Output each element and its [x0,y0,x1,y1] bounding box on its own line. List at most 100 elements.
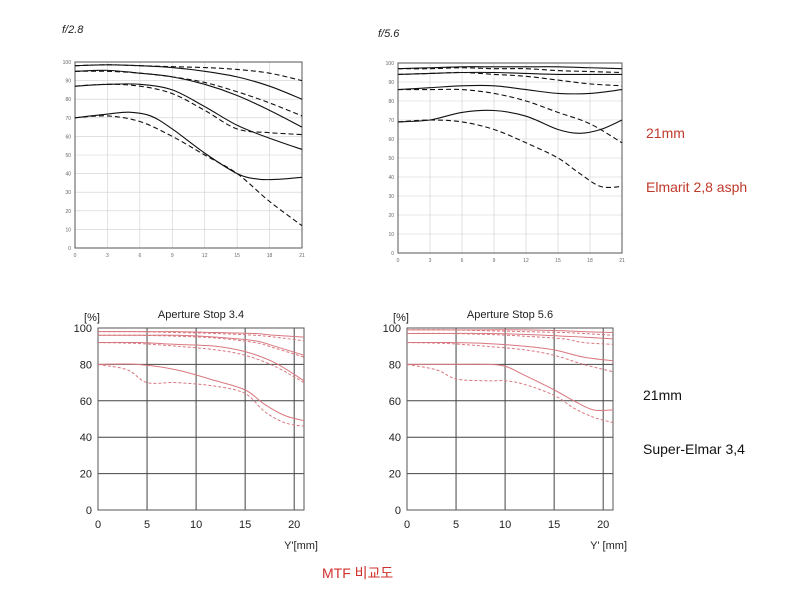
chart-1-title: f/2.8 [62,24,84,36]
y-tick-label: 20 [80,469,92,481]
mtf-series-line-8-dashed [397,119,623,189]
y-tick-label: 0 [391,251,394,257]
y-tick-label: 20 [388,213,394,219]
x-tick-label: 0 [404,519,410,531]
plot-frame [97,327,305,511]
y-tick-label: 0 [395,505,401,517]
mtf-series-line-7-solid [397,109,623,134]
y-tick-label: 90 [388,80,394,86]
superelmar-focal-length: 21mm [643,387,682,403]
plot-frame [397,62,623,254]
superelmar-lens-name: Super-Elmar 3,4 [643,441,745,457]
x-tick-label: 15 [548,519,560,531]
y-tick-label: 10 [388,232,394,238]
x-tick-label: 6 [461,258,464,264]
y-tick-label: 100 [63,60,72,66]
x-axis-label: Y'[mm] [284,540,318,552]
x-tick-label: 21 [619,258,625,264]
mtf-series-line-5-solid [97,341,305,382]
y-tick-label: 0 [68,246,71,252]
mtf-series-line-4-dashed [97,334,305,358]
mtf-series-line-3-solid [98,334,305,356]
elmarit-lens-name: Elmarit 2,8 asph [646,179,748,195]
y-tick-label: 40 [80,432,92,444]
x-tick-label: 9 [493,258,496,264]
mtf-series-line-7-solid [74,111,303,181]
mtf-series-line-4-dashed [406,332,614,345]
y-tick-label: 80 [388,99,394,105]
y-tick-label: 100 [74,323,92,335]
y-tick-label: 50 [388,156,394,162]
chart-title: Aperture Stop 3.4 [158,309,244,321]
mtf-series-line-6-dashed [398,88,623,144]
y-tick-label: 40 [389,432,401,444]
x-axis-label: Y' [mm] [590,540,627,552]
x-tick-label: 6 [138,253,141,259]
y-tick-label: 60 [389,396,401,408]
mtf-series-line-6-dashed [406,342,614,373]
grid [406,327,613,511]
chart-title: Aperture Stop 5.6 [467,309,553,321]
x-tick-label: 5 [453,519,459,531]
x-tick-label: 15 [555,258,561,264]
y-tick-label: 50 [65,153,71,159]
y-axis-label: [%] [84,312,100,324]
y-tick-label: 90 [65,79,71,85]
mtf-series-line-2-dashed [397,67,623,74]
y-tick-label: 60 [80,396,92,408]
mtf-series-line-4-dashed [397,71,623,87]
mtf-series-line-7-solid [97,363,305,422]
mtf-series-line-1-solid [407,329,614,334]
y-tick-label: 30 [65,190,71,196]
mtf-series-line-5-solid [397,84,623,95]
y-tick-label: 70 [65,116,71,122]
y-tick-label: 80 [389,359,401,371]
plot-frame [74,61,303,249]
x-tick-label: 20 [597,519,609,531]
mtf-series-line-2-dashed [97,331,305,342]
y-tick-label: 30 [388,194,394,200]
mtf-series-line-8-dashed [74,115,303,227]
y-axis-label: [%] [393,312,409,324]
x-tick-label: 3 [106,253,109,259]
mtf-series-line-8-dashed [406,363,614,424]
mtf-series-line-1-solid [98,331,305,338]
x-tick-label: 12 [202,253,208,259]
x-tick-label: 0 [95,519,101,531]
elmarit-focal-length: 21mm [646,125,685,141]
y-tick-label: 80 [80,359,92,371]
x-tick-label: 20 [288,519,300,531]
x-tick-label: 10 [499,519,511,531]
mtf-series-line-6-dashed [74,83,303,136]
mtf-series-line-8-dashed [97,363,305,427]
y-tick-label: 40 [388,175,394,181]
mtf-series-line-5-solid [406,341,614,362]
x-tick-label: 9 [171,253,174,259]
x-tick-label: 18 [587,258,593,264]
x-tick-label: 5 [144,519,150,531]
x-tick-label: 0 [74,253,77,259]
x-tick-label: 18 [267,253,273,259]
mtf-series-line-3-solid [407,332,614,340]
mtf-series-line-4-dashed [74,70,303,117]
mtf-series-line-1-solid [397,66,623,70]
mtf-series-line-2-dashed [406,329,614,336]
y-tick-label: 40 [65,172,71,178]
x-tick-label: 10 [190,519,202,531]
superelmar-label: 21mm Super-Elmar 3,4 [643,350,745,476]
y-tick-label: 80 [65,97,71,103]
y-tick-label: 70 [388,118,394,124]
mtf-series-line-6-dashed [97,342,305,384]
mtf-comparison-caption: MTF 비교도 [322,565,394,581]
elmarit-label: 21mm Elmarit 2,8 asph [646,88,747,214]
y-tick-label: 0 [86,505,92,517]
mtf-series-line-3-solid [74,69,303,128]
mtf-series-line-2-dashed [74,64,303,82]
x-tick-label: 15 [239,519,251,531]
x-tick-label: 15 [234,253,240,259]
y-tick-label: 20 [389,469,401,481]
y-tick-label: 60 [388,137,394,143]
